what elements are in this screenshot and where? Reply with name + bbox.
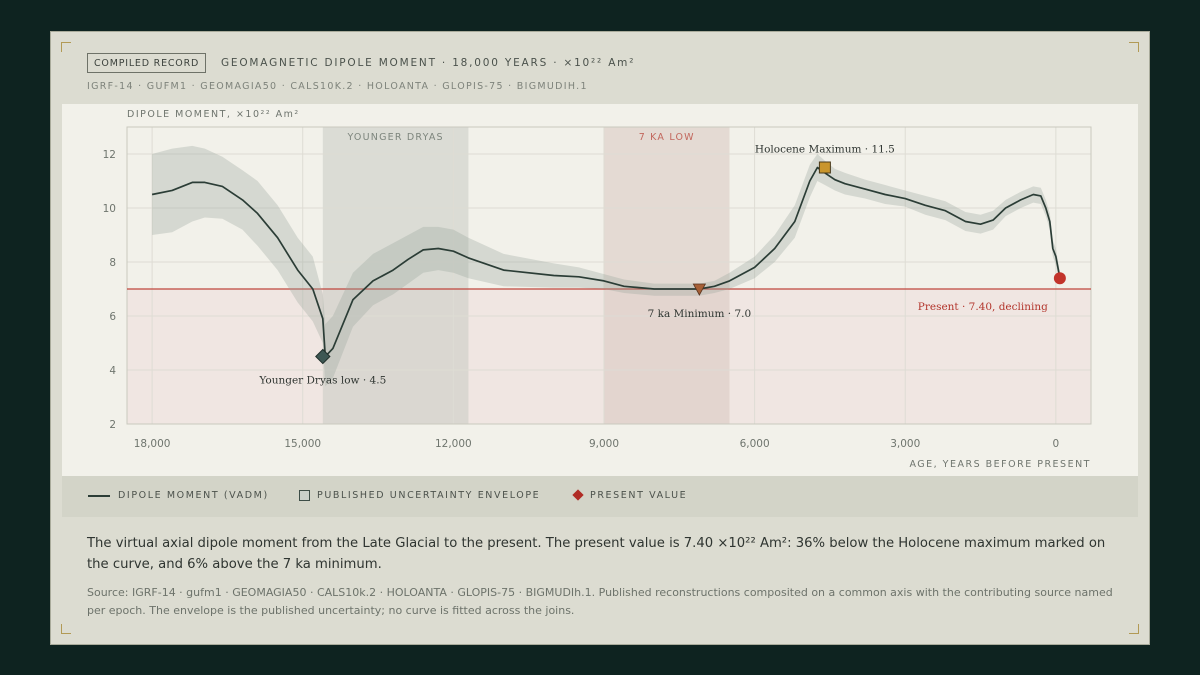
seven-ka-minimum-label: 7 ka Minimum · 7.0: [648, 308, 752, 320]
legend-envelope-swatch: [299, 490, 310, 501]
caption-area: The virtual axial dipole moment from the…: [62, 517, 1138, 631]
source-note: Source: IGRF-14 · gufm1 · GEOMAGIA50 · C…: [87, 586, 1113, 617]
corner-ornament: [1129, 624, 1139, 634]
present-value-marker: [1053, 272, 1066, 285]
x-tick-label: 9,000: [589, 438, 619, 450]
holocene-maximum-label: Holocene Maximum · 11.5: [755, 144, 895, 156]
y-tick-label: 4: [109, 365, 116, 377]
x-tick-label: 0: [1053, 438, 1060, 450]
corner-ornament: [61, 624, 71, 634]
legend-present-swatch: [572, 489, 584, 501]
corner-ornament: [1129, 42, 1139, 52]
present-value-label: Present · 7.40, declining: [918, 301, 1048, 313]
holocene-maximum-marker: [818, 161, 831, 174]
x-tick-label: 12,000: [435, 438, 472, 450]
y-tick-label: 6: [109, 311, 116, 323]
legend: DIPOLE MOMENT (VADM) PUBLISHED UNCERTAIN…: [62, 476, 1138, 517]
x-tick-label: 15,000: [284, 438, 321, 450]
band-label: 7 KA LOW: [639, 132, 695, 143]
x-tick-label: 3,000: [890, 438, 920, 450]
band-label: YOUNGER DRYAS: [346, 132, 443, 143]
dashboard-frame: COMPILED RECORD GEOMAGNETIC DIPOLE MOMEN…: [50, 31, 1150, 645]
chart-caption: The virtual axial dipole moment from the…: [87, 536, 1106, 572]
header: COMPILED RECORD GEOMAGNETIC DIPOLE MOMEN…: [62, 43, 1138, 104]
y-tick-label: 8: [109, 257, 116, 269]
seven-ka-minimum-marker: [692, 283, 707, 296]
band-7-ka-low: [603, 127, 730, 424]
band-younger-dryas: [322, 127, 469, 424]
compiled-record-badge: COMPILED RECORD: [87, 53, 207, 73]
corner-ornament: [61, 42, 71, 52]
younger-dryas-low-marker: [315, 348, 331, 365]
x-axis-title: AGE, YEARS BEFORE PRESENT: [909, 459, 1091, 470]
chart-title: GEOMAGNETIC DIPOLE MOMENT · 18,000 YEARS…: [221, 57, 636, 69]
younger-dryas-low-label: Younger Dryas low · 4.5: [258, 375, 386, 387]
y-tick-label: 12: [103, 149, 116, 161]
y-tick-label: 10: [103, 203, 116, 215]
chart-panel: YOUNGER DRYAS 7 KA LOW 2 4 6 8 10 12 18,000 15,00…: [62, 104, 1138, 476]
legend-envelope-label: PUBLISHED UNCERTAINTY ENVELOPE: [317, 490, 541, 501]
y-axis-title: DIPOLE MOMENT, ×10²² Am²: [127, 109, 300, 120]
x-tick-label: 18,000: [134, 438, 171, 450]
source-list: IGRF-14 · GUFM1 · GEOMAGIA50 · CALS10K.2…: [87, 81, 588, 92]
y-tick-label: 2: [109, 419, 116, 431]
legend-line-swatch: [88, 495, 110, 497]
dipole-moment-chart: YOUNGER DRYAS 7 KA LOW 2 4 6 8 10 12 18,000 15,00…: [103, 109, 1092, 470]
x-tick-label: 6,000: [740, 438, 770, 450]
legend-line-label: DIPOLE MOMENT (VADM): [118, 490, 269, 501]
plot-frame: [126, 126, 1092, 425]
legend-present-label: PRESENT VALUE: [590, 490, 688, 501]
